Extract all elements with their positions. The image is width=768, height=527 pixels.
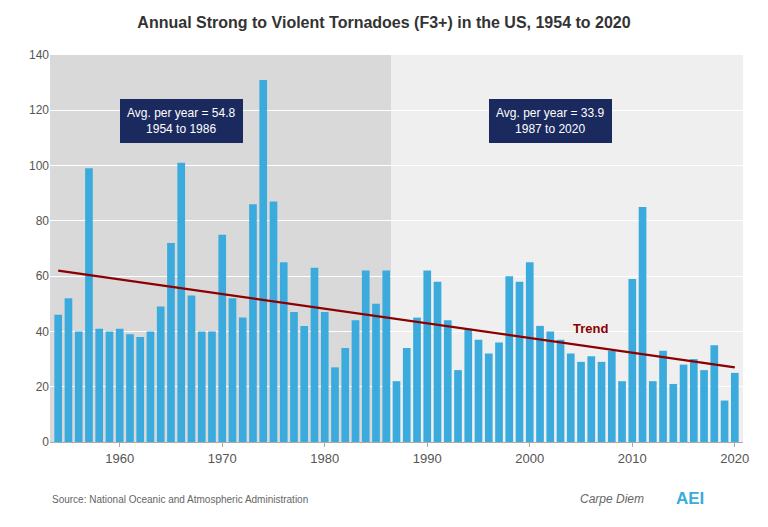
svg-text:2010: 2010 [618, 451, 647, 466]
svg-text:Carpe Diem: Carpe Diem [580, 492, 644, 506]
svg-text:1960: 1960 [105, 451, 134, 466]
svg-text:1990: 1990 [413, 451, 442, 466]
svg-text:20: 20 [36, 380, 50, 394]
svg-text:40: 40 [36, 325, 50, 339]
svg-text:Avg. per year = 33.91987 to 20: Avg. per year = 33.91987 to 2020 [496, 106, 605, 136]
svg-text:2000: 2000 [515, 451, 544, 466]
svg-text:2020: 2020 [720, 451, 749, 466]
svg-text:80: 80 [36, 214, 50, 228]
svg-text:60: 60 [36, 269, 50, 283]
svg-text:AEI: AEI [676, 489, 704, 508]
svg-text:1980: 1980 [310, 451, 339, 466]
svg-text:Source: National Oceanic and A: Source: National Oceanic and Atmospheric… [52, 494, 308, 505]
svg-text:140: 140 [29, 48, 49, 62]
svg-text:120: 120 [29, 103, 49, 117]
svg-text:Avg. per year = 54.81954 to 19: Avg. per year = 54.81954 to 1986 [127, 106, 236, 136]
svg-text:Annual Strong to Violent Torna: Annual Strong to Violent Tornadoes (F3+)… [137, 14, 630, 31]
svg-text:Trend: Trend [573, 321, 608, 336]
svg-text:1970: 1970 [208, 451, 237, 466]
svg-text:0: 0 [42, 435, 49, 449]
svg-text:100: 100 [29, 159, 49, 173]
